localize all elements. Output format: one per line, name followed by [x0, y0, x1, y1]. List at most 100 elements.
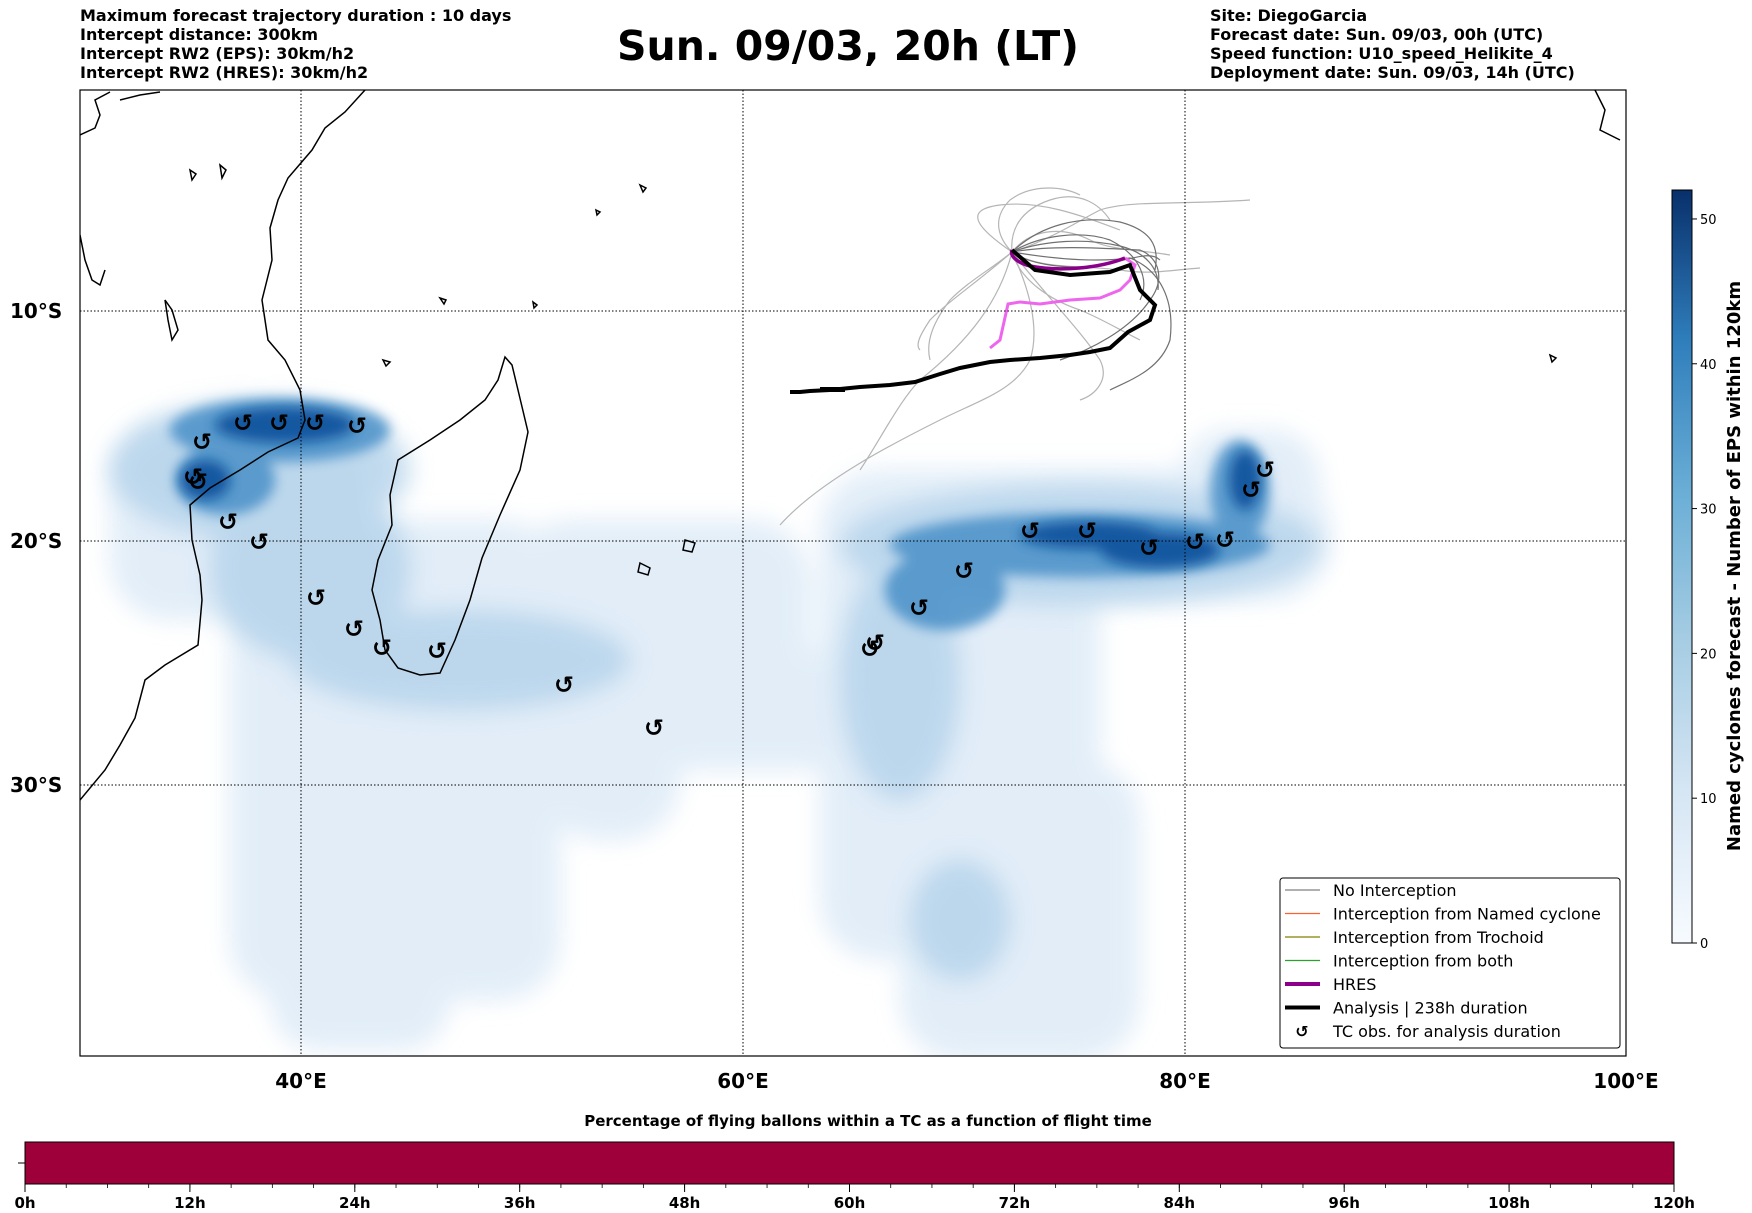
trajectory — [998, 187, 1081, 253]
trajectory — [928, 251, 1013, 361]
map-gridlines — [80, 90, 1626, 1056]
header-right-line: Forecast date: Sun. 09/03, 00h (UTC) — [1210, 25, 1544, 44]
flight-time-fill — [24, 1141, 1675, 1185]
lon-label: 100°E — [1593, 1069, 1658, 1093]
tc-obs-symbol: ↺ — [865, 629, 885, 657]
map-area: ↺ ↺ ↺ ↺↺↺↺↺↺↺↺↺ ↺↺↺↺↺↺↺↺ ↺↺ ↺ ↺↺↺ — [80, 90, 1626, 1056]
lon-label: 60°E — [717, 1069, 769, 1093]
map-frame — [79, 89, 1627, 1057]
tc-obs-symbol: ↺ — [183, 463, 203, 491]
somalia-coast — [80, 234, 106, 287]
trajectory — [917, 251, 1013, 351]
tc-obs-symbol: ↺ — [1077, 517, 1097, 545]
flight-time-tick-label: 84h — [1164, 1194, 1196, 1212]
flight-time-tick-label: 120h — [1653, 1194, 1695, 1212]
legend-label: HRES — [1333, 975, 1376, 994]
tc-obs-symbol: ↺ — [372, 634, 392, 662]
flight-time-tick-label: 108h — [1488, 1194, 1530, 1212]
tc-obs-symbol: ↺ — [249, 528, 269, 556]
header-left-line: Intercept RW2 (EPS): 30km/h2 — [80, 44, 355, 63]
legend-label: No Interception — [1333, 881, 1457, 900]
legend-label: Interception from Named cyclone — [1333, 905, 1601, 924]
flight-time-title: Percentage of flying ballons within a TC… — [584, 1112, 1152, 1130]
colorbar-label: Named cyclones forecast - Number of EPS … — [1724, 281, 1745, 851]
tc-obs-symbol: ↺ — [554, 671, 574, 699]
colorbar-tick-label: 50 — [1700, 213, 1717, 228]
africa-coast — [80, 90, 366, 801]
map-axis-labels: 10°S 20°S 30°S 40°E 60°E 80°E 100°E — [10, 299, 1659, 1093]
flight-time-tick-label: 36h — [504, 1194, 536, 1212]
legend-label: Analysis | 238h duration — [1333, 999, 1528, 1018]
flight-time-bar: Percentage of flying ballons within a TC… — [14, 1112, 1695, 1212]
tc-obs-symbol: ↺ — [860, 635, 880, 663]
tc-obs-symbol: ↺ — [954, 557, 974, 585]
tc-obs-symbol: ↺ — [306, 584, 326, 612]
legend-label: Interception from both — [1333, 952, 1513, 971]
tc-obs-symbol: ↺ — [347, 412, 367, 440]
mauritius-island — [637, 561, 651, 576]
tc-obs-symbol: ↺ — [305, 409, 325, 437]
tc-obs-symbol: ↺ — [1185, 528, 1205, 556]
flight-time-tick-label: 12h — [174, 1194, 206, 1212]
tc-obs-symbol: ↺ — [233, 409, 253, 437]
flight-time-tick-label: 0h — [14, 1194, 35, 1212]
tc-obs-symbol: ↺ — [1020, 517, 1040, 545]
ensemble-trajectories-dark — [1011, 219, 1172, 391]
header-left-line: Intercept RW2 (HRES): 30km/h2 — [80, 63, 369, 82]
trajectory — [1011, 251, 1172, 391]
colorbar-tick-label: 0 — [1700, 937, 1708, 952]
colorbar-gradient — [1671, 189, 1693, 944]
reunion-island — [682, 539, 696, 553]
legend-symbol: ↺ — [1295, 1022, 1308, 1041]
rodrigues-island — [1548, 353, 1558, 364]
colorbar-tick-label: 40 — [1700, 358, 1717, 373]
trajectory — [1011, 196, 1111, 253]
lat-label: 20°S — [10, 529, 62, 553]
flight-time-tick-label: 72h — [999, 1194, 1031, 1212]
hres-trajectory — [989, 256, 1137, 350]
colorbar-tick-label: 30 — [1700, 503, 1717, 518]
colorbar-tick-label: 10 — [1700, 792, 1717, 807]
colorbar-tick-label: 20 — [1700, 647, 1717, 662]
seychelles-islands — [381, 296, 539, 368]
legend-label: Interception from Trochoid — [1333, 928, 1544, 947]
tc-obs-symbol: ↺ — [427, 637, 447, 665]
flight-time-tick-label: 60h — [834, 1194, 866, 1212]
tc-obs-symbol: ↺ — [269, 409, 289, 437]
tc-obs-symbol: ↺ — [192, 428, 212, 456]
flight-time-tick-label: 96h — [1328, 1194, 1360, 1212]
legend-label: TC obs. for analysis duration — [1332, 1022, 1561, 1041]
tc-obs-symbol: ↺ — [344, 615, 364, 643]
trajectory — [1011, 219, 1157, 271]
tc-obs-symbol: ↺ — [644, 714, 664, 742]
tc-obs-symbol: ↺ — [909, 594, 929, 622]
header-left-line: Maximum forecast trajectory duration : 1… — [80, 6, 512, 25]
tc-obs-symbol: ↺ — [1139, 534, 1159, 562]
madagascar — [371, 355, 529, 676]
header-right-line: Speed function: U10_speed_Helikite_4 — [1210, 44, 1553, 63]
flight-time-tick-label: 24h — [339, 1194, 371, 1212]
africa-horn — [80, 91, 161, 136]
chagos-islands — [594, 183, 648, 217]
east-africa-islands — [188, 163, 227, 182]
tc-obs-symbol: ↺ — [218, 508, 238, 536]
header-left-line: Intercept distance: 300km — [80, 25, 319, 44]
tc-obs-symbol: ↺ — [1241, 476, 1261, 504]
trajectory — [1011, 251, 1141, 341]
tc-observations: ↺ ↺ ↺ ↺↺↺↺↺↺↺↺↺ ↺↺↺↺↺↺↺↺ ↺↺ ↺ ↺↺↺ — [183, 409, 1275, 742]
tc-obs-symbol: ↺ — [188, 468, 208, 496]
tc-obs-symbol: ↺ — [1215, 526, 1235, 554]
trajectory — [1011, 247, 1160, 361]
header-right-line: Site: DiegoGarcia — [1210, 6, 1368, 25]
colorbar: 0 10 20 30 40 50 Named cyclones forecast - Nu… — [1671, 189, 1745, 952]
lon-label: 80°E — [1159, 1069, 1211, 1093]
coastlines — [80, 90, 1621, 801]
header-info-left: Maximum forecast trajectory duration : 1… — [80, 6, 511, 82]
arabia-coast — [1594, 90, 1621, 141]
lon-label: 40°E — [275, 1069, 327, 1093]
legend-box — [1279, 877, 1621, 1049]
analysis-trajectory — [820, 248, 1158, 392]
page-title: Sun. 09/03, 20h (LT) — [617, 22, 1079, 70]
lat-label: 30°S — [10, 773, 62, 797]
